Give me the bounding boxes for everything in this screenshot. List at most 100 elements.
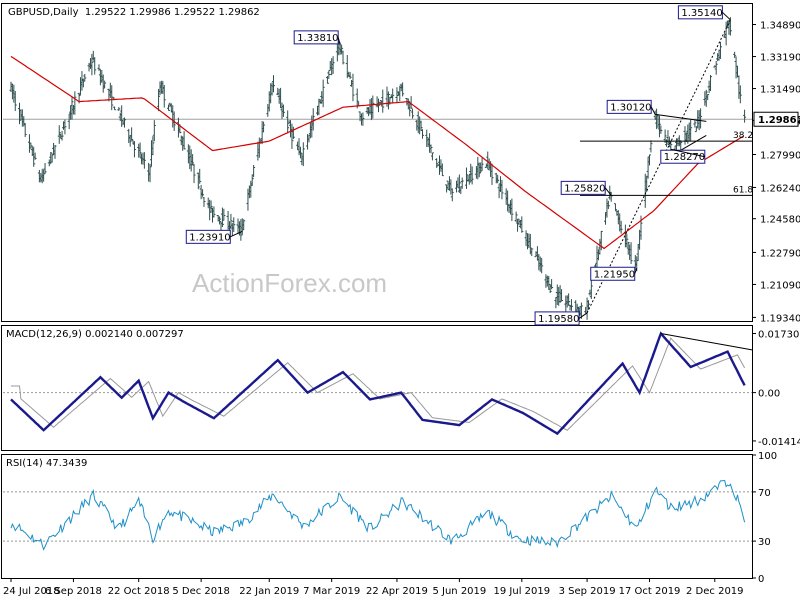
price-y-tick-label: 1.19340	[760, 313, 800, 324]
price-overlays: 38.2 61.8	[580, 19, 753, 314]
ohlc-bar	[619, 220, 623, 234]
ohlc-bar	[291, 126, 295, 140]
price-annotation: 1.21950	[590, 266, 638, 281]
ohlc-bar	[192, 164, 196, 184]
rsi-y-tick-label: 30	[758, 537, 771, 548]
macd-header-text: MACD(12,26,9) 0.002140 0.007297	[6, 329, 184, 340]
rsi-header-text: RSI(14) 47.3439	[6, 458, 87, 469]
annotation-leader	[604, 187, 612, 196]
rsi-panel-frame	[1, 454, 753, 579]
ohlc-bar	[558, 285, 562, 303]
ohlc-bar	[419, 120, 423, 131]
x-tick-label: 22 Jan 2019	[239, 586, 299, 597]
macd-divergence-line	[660, 333, 753, 351]
ohlc-bar	[220, 207, 224, 228]
annotation-leader	[337, 37, 341, 46]
macd-line	[10, 331, 746, 436]
annotation-label: 1.21950	[594, 269, 635, 280]
ohlc-bar	[50, 153, 54, 163]
ohlc-bar	[548, 283, 552, 293]
ohlc-bar	[196, 172, 200, 190]
ohlc-bar	[589, 279, 593, 300]
ohlc-bar	[242, 219, 246, 231]
watermark: ActionForex.com	[192, 268, 387, 298]
price-y-tick-label: 1.31490	[760, 85, 800, 96]
ohlc-bar	[272, 75, 275, 93]
ohlc-bar	[540, 257, 544, 274]
ohlc-bar	[371, 95, 375, 119]
ohlc-bar	[117, 107, 121, 111]
ohlc-bar	[132, 141, 136, 158]
ohlc-bar	[232, 217, 236, 233]
ohlc-bar	[222, 208, 226, 221]
ohlc-bar	[391, 88, 395, 104]
ohlc-bar	[162, 84, 166, 108]
ohlc-bar	[381, 89, 385, 113]
ohlc-bar	[152, 120, 156, 142]
ohlc-bar	[90, 53, 94, 76]
ohlc-bar	[560, 289, 564, 302]
ohlc-bar	[429, 144, 433, 154]
ohlc-bar	[550, 279, 554, 290]
ohlc-bar	[440, 163, 444, 177]
annotation-leader	[650, 106, 656, 115]
ohlc-bar	[83, 73, 87, 82]
macd-header: MACD(12,26,9) 0.002140 0.007297	[6, 329, 184, 340]
ohlc-bar	[250, 174, 254, 186]
ohlc-bar	[189, 149, 193, 172]
price-annotation: 1.33810	[293, 30, 341, 46]
annotation-leader	[578, 312, 588, 319]
ohlc-bar	[63, 119, 67, 135]
ohlc-bar	[648, 154, 652, 166]
current-price-label: 1.29862	[758, 115, 800, 126]
ohlc-bar	[629, 242, 633, 265]
price-y-tick-label: 1.21090	[760, 280, 800, 291]
ohlc-bar	[198, 168, 202, 184]
ohlc-bar	[579, 302, 583, 319]
ohlc-bar	[659, 125, 663, 134]
ohlc-bar	[331, 56, 335, 74]
ohlc-bar	[212, 206, 216, 218]
ohlc-bar	[480, 157, 484, 171]
ohlc-bar	[464, 167, 468, 189]
ohlc-bar	[239, 219, 243, 241]
x-tick-label: 7 Mar 2019	[303, 586, 360, 597]
ohlc-bar	[325, 75, 329, 84]
annotation-label: 1.28270	[664, 152, 705, 163]
ohlc-bar	[123, 117, 127, 128]
ohlc-bar	[340, 44, 344, 55]
ohlc-bar	[281, 104, 285, 117]
price-y-axis: 1.348901.331901.314901.298001.279901.262…	[752, 21, 800, 324]
x-tick-label: 5 Dec 2018	[172, 586, 230, 597]
ohlc-bar	[113, 106, 117, 111]
ohlc-bar	[348, 72, 352, 79]
ohlc-bar	[657, 115, 661, 138]
ohlc-bar	[709, 74, 713, 92]
price-annotation: 1.23910	[185, 229, 243, 244]
annotation-leader	[722, 11, 731, 21]
price-y-tick-label: 1.26240	[760, 183, 800, 194]
annotation-label: 1.25820	[564, 183, 605, 194]
ohlc-bar	[218, 216, 222, 225]
ohlc-bar	[587, 300, 590, 310]
x-tick-label: 22 Oct 2018	[108, 586, 170, 597]
ohlc-bar	[182, 131, 186, 150]
price-y-tick-label: 1.27990	[760, 150, 800, 161]
ohlc-bar	[401, 82, 405, 97]
ohlc-bar	[341, 50, 345, 65]
current-price-box	[753, 111, 799, 127]
ohlc-bar	[191, 154, 195, 165]
ohlc-bar	[674, 138, 678, 150]
moving-average-group	[10, 55, 744, 250]
ohlc-bar	[718, 41, 722, 59]
ohlc-bar	[290, 123, 294, 149]
ohlc-bar	[361, 112, 365, 126]
ohlc-bar	[411, 108, 415, 119]
ohlc-bar	[301, 142, 305, 167]
ohlc-bar	[130, 127, 134, 141]
rsi-y-axis: 100 70 30 0	[752, 451, 777, 585]
ohlc-bar	[138, 142, 142, 158]
ohlc-bar	[477, 162, 481, 178]
